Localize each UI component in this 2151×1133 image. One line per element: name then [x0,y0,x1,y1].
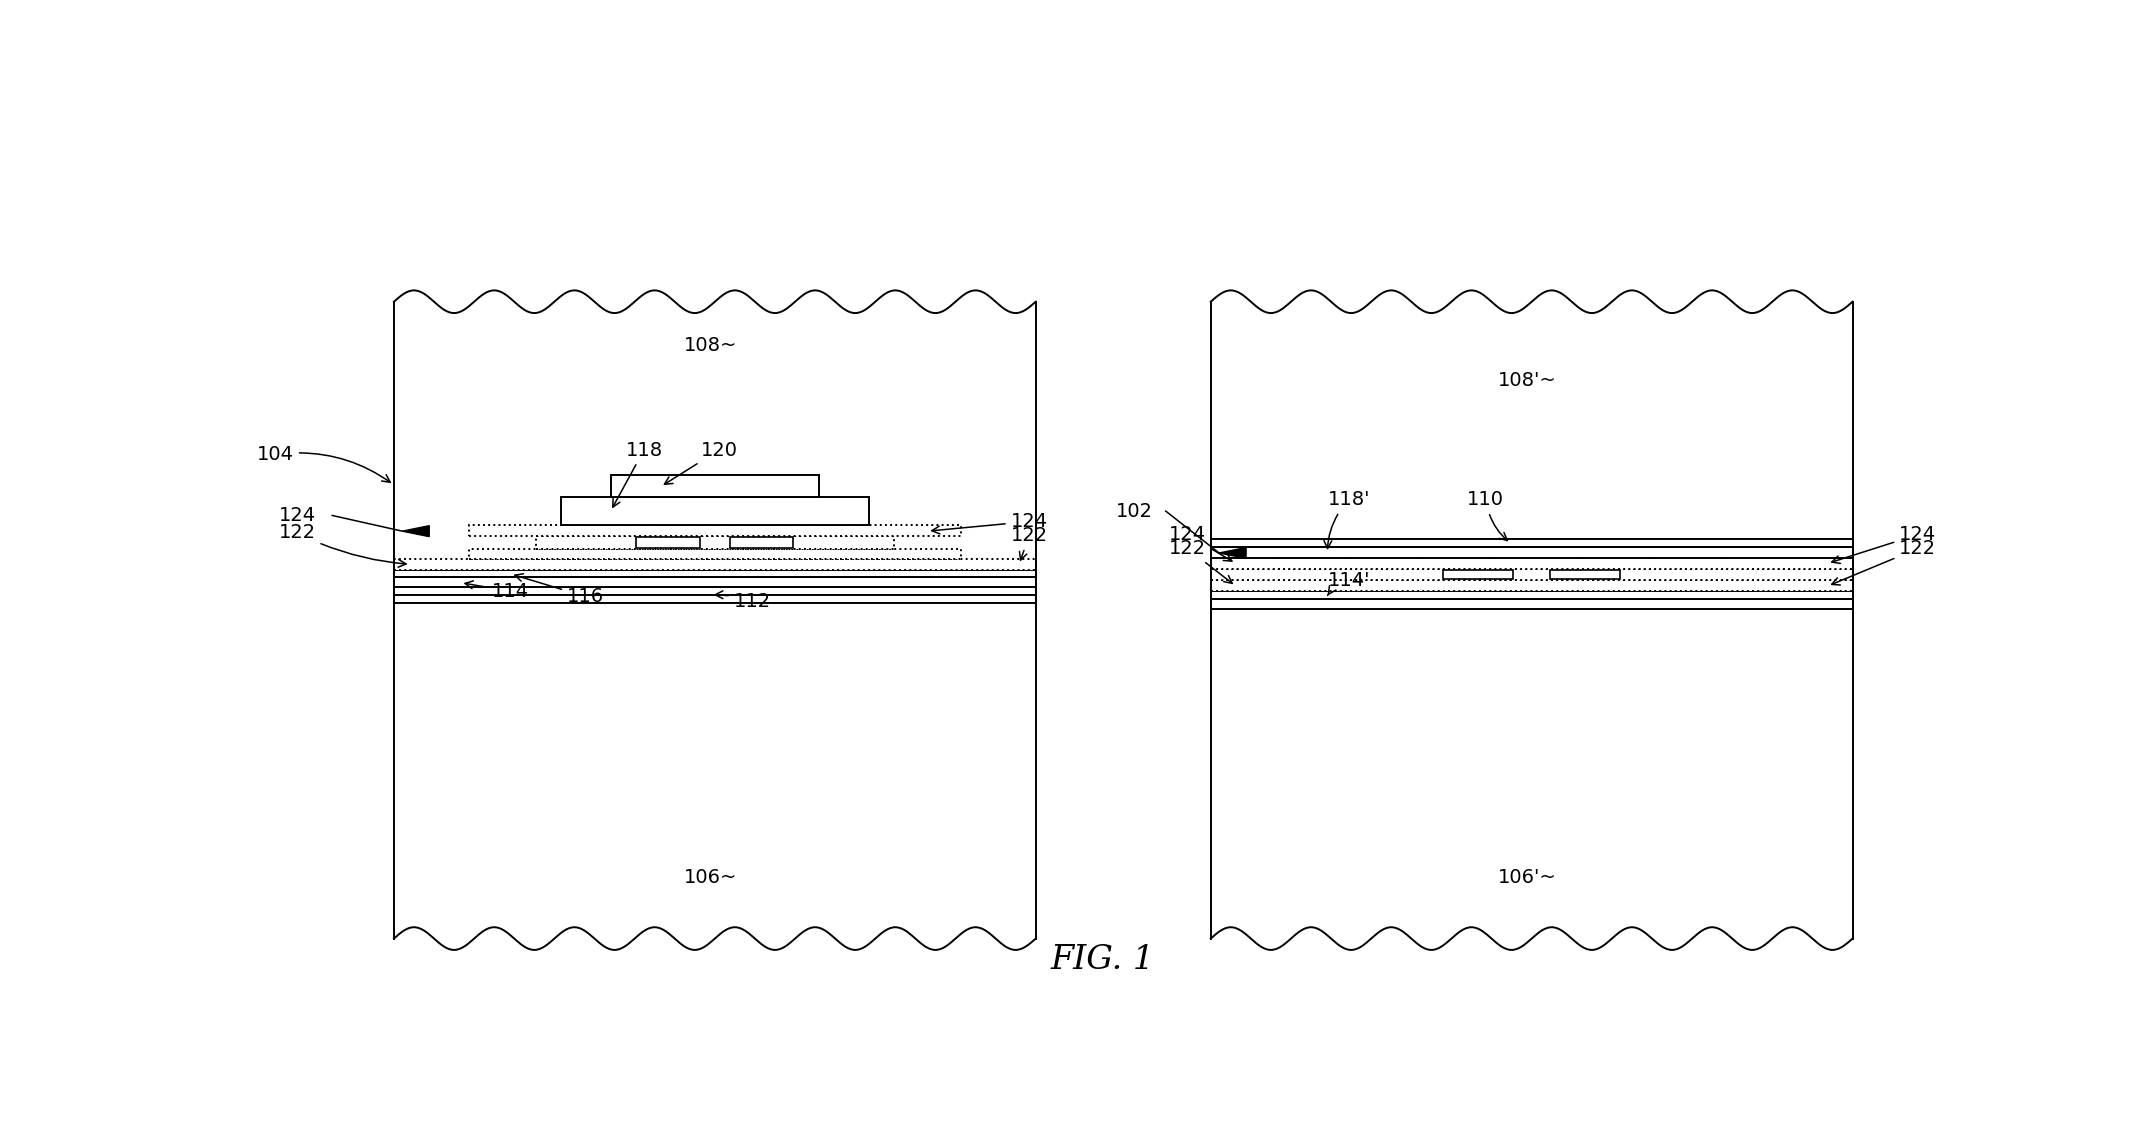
Bar [611,476,820,497]
Bar [1211,580,1852,591]
Text: 122: 122 [277,523,407,568]
Bar [1551,570,1620,579]
Text: 122: 122 [1011,526,1048,560]
Text: 106'~: 106'~ [1497,868,1557,887]
Text: 110: 110 [1467,491,1508,540]
Bar [1211,569,1852,580]
Text: 116: 116 [514,573,604,606]
Bar [1211,591,1852,599]
Text: 118': 118' [1325,491,1370,548]
Bar [1211,599,1852,608]
Text: 124: 124 [1170,526,1233,561]
Text: 102: 102 [1116,502,1153,520]
Bar [637,537,699,547]
Text: 108~: 108~ [684,335,738,355]
Text: 124: 124 [277,506,316,525]
Bar [536,536,895,548]
Text: 114': 114' [1327,571,1370,596]
Polygon shape [1220,547,1245,559]
Text: 104: 104 [256,445,389,483]
Text: 114: 114 [465,581,529,600]
Text: 120: 120 [665,441,738,484]
Bar [394,578,1037,587]
Bar [394,587,1037,603]
Bar [1211,539,1852,547]
Bar [394,570,1037,578]
Text: 112: 112 [714,590,770,612]
Bar [729,537,794,547]
Bar [469,525,961,536]
Bar [561,497,869,525]
Text: FIG. 1: FIG. 1 [1050,945,1155,977]
Bar [1211,547,1852,559]
Text: 106~: 106~ [684,868,738,887]
Bar [1443,570,1514,579]
Text: 124: 124 [1833,526,1936,563]
Text: 122: 122 [1170,539,1233,583]
Text: 108'~: 108'~ [1497,370,1557,390]
Text: 124: 124 [931,512,1048,534]
Bar [469,548,961,559]
Bar [394,559,1037,570]
Polygon shape [402,526,430,537]
Text: 118: 118 [613,441,663,508]
Text: 122: 122 [1833,539,1936,585]
Bar [1211,559,1852,569]
